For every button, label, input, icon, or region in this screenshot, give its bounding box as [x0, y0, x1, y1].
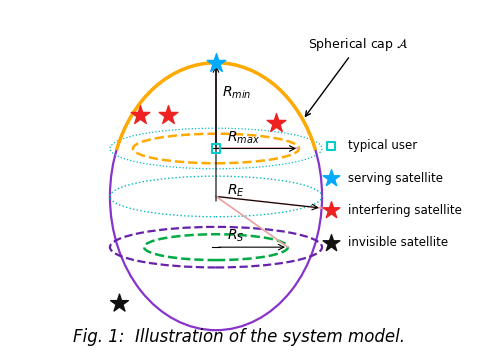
Point: [327, 143, 335, 148]
Text: $R_E$: $R_E$: [227, 183, 245, 199]
Text: serving satellite: serving satellite: [348, 172, 443, 184]
Point: [164, 112, 172, 118]
Text: $R_{max}$: $R_{max}$: [227, 129, 260, 146]
Text: invisible satellite: invisible satellite: [348, 236, 448, 249]
Text: $R_{min}$: $R_{min}$: [223, 85, 252, 101]
Point: [212, 60, 220, 66]
Point: [212, 146, 220, 151]
Point: [272, 120, 280, 126]
Text: interfering satellite: interfering satellite: [348, 204, 462, 217]
Text: Spherical cap $\mathcal{A}$: Spherical cap $\mathcal{A}$: [305, 36, 409, 116]
Point: [327, 240, 335, 245]
Text: Fig. 1:  Illustration of the system model.: Fig. 1: Illustration of the system model…: [73, 328, 405, 346]
Point: [327, 175, 335, 181]
Point: [137, 112, 144, 118]
Point: [327, 208, 335, 213]
Text: $R_S$: $R_S$: [227, 228, 244, 245]
Text: typical user: typical user: [348, 139, 417, 152]
Point: [115, 300, 123, 305]
